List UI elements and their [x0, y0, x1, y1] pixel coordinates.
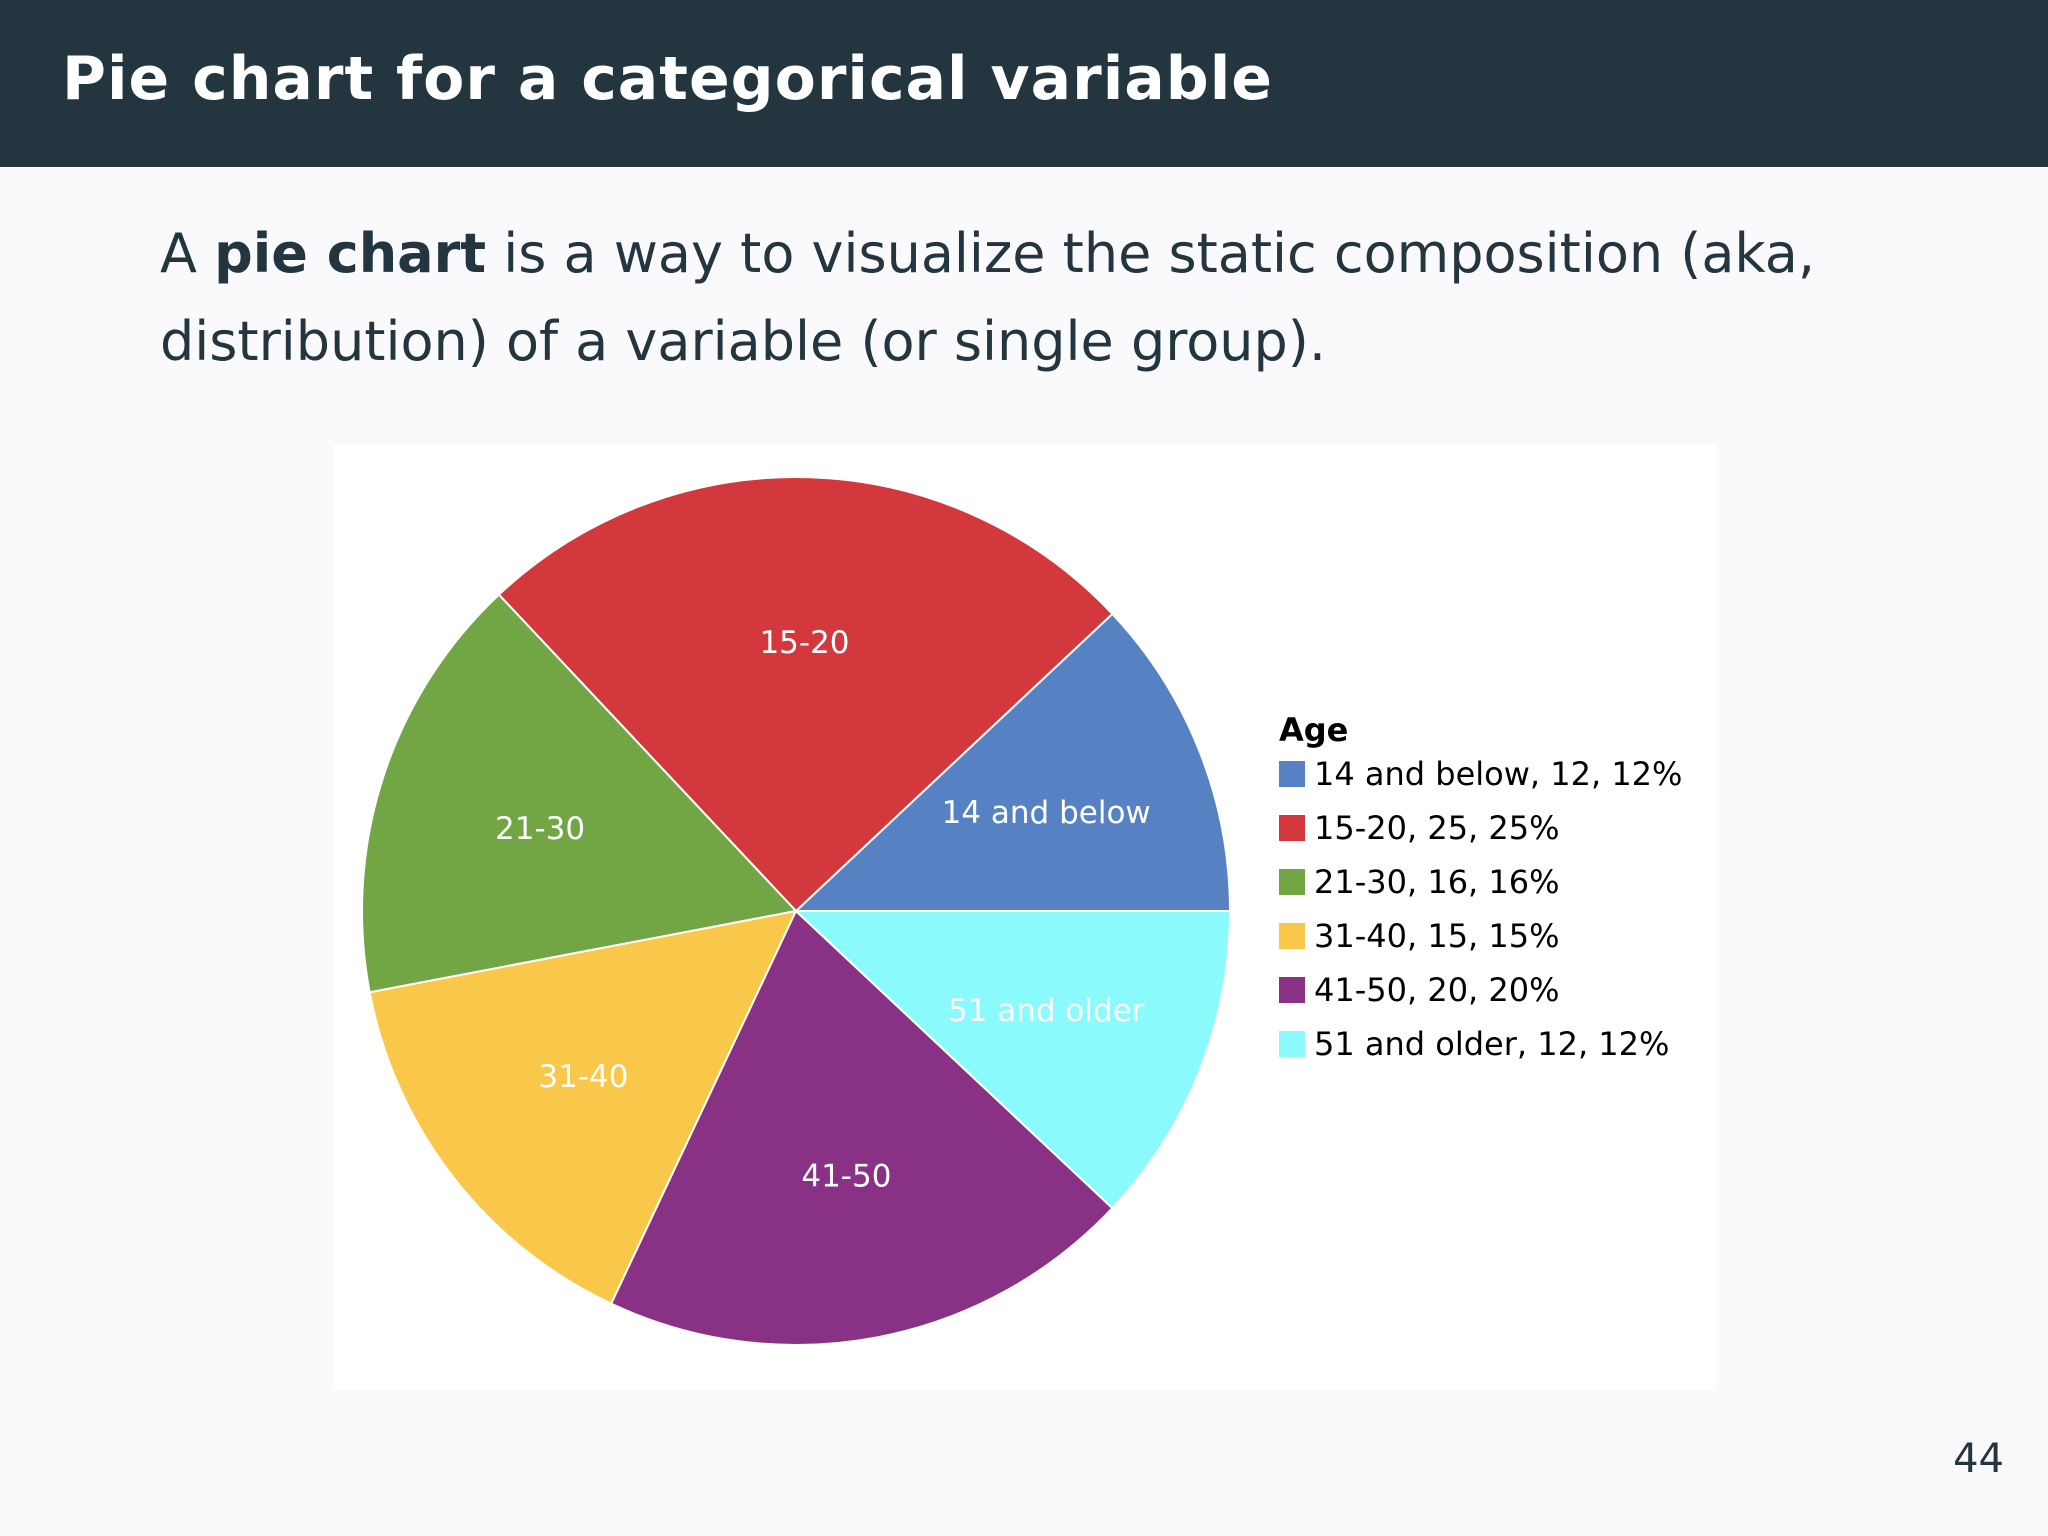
pie-slice-41-50 — [609, 909, 1114, 1346]
pie-slice-15-20 — [497, 476, 1114, 913]
body-text-end: is a way to visualize the static composi… — [160, 222, 1816, 373]
slice-label-14-and-below: 14 and below — [942, 795, 1151, 831]
title-bar: Pie chart for a categorical variable — [0, 0, 2048, 167]
legend-entry-31-40: 31-40, 15, 15% — [1314, 917, 1560, 955]
legend-swatch-21-30 — [1279, 869, 1305, 895]
slice-label-41-50: 41-50 — [801, 1158, 891, 1194]
legend-swatch-51-and-older — [1279, 1031, 1305, 1057]
legend-swatch-14-and-below — [1279, 761, 1305, 787]
legend-swatch-41-50 — [1279, 977, 1305, 1003]
pie-slice-31-40 — [368, 909, 798, 1306]
legend-entry-41-50: 41-50, 20, 20% — [1314, 971, 1560, 1009]
body-text-start: A — [160, 222, 215, 285]
pie-slice-21-30 — [361, 593, 798, 994]
body-text-strong: pie chart — [214, 222, 487, 285]
legend-entry-14-and-below: 14 and below, 12, 12% — [1314, 755, 1682, 793]
legend-swatch-15-20 — [1279, 815, 1305, 841]
slice-label-51-and-older: 51 and older — [948, 993, 1145, 1029]
slide-body-text: A pie chart is a way to visualize the st… — [160, 210, 1920, 386]
legend-title: Age — [1279, 711, 1348, 749]
slide-title: Pie chart for a categorical variable — [62, 44, 1273, 114]
legend-entry-51-and-older: 51 and older, 12, 12% — [1314, 1025, 1669, 1063]
pie-slice-51-and-older — [793, 910, 1232, 1210]
slice-label-31-40: 31-40 — [538, 1059, 628, 1095]
pie-chart: 14 and below 15-20 21-30 31-40 41-50 51 and o… — [361, 476, 1682, 1346]
slice-label-15-20: 15-20 — [759, 625, 849, 661]
page-number: 44 — [1953, 1436, 2004, 1482]
slice-label-21-30: 21-30 — [495, 811, 585, 847]
legend-entry-15-20: 15-20, 25, 25% — [1314, 809, 1560, 847]
legend-entry-21-30: 21-30, 16, 16% — [1314, 863, 1560, 901]
pie-slice-14-and-below — [793, 612, 1232, 912]
chart-panel: 14 and below 15-20 21-30 31-40 41-50 51 and o… — [333, 444, 1716, 1390]
legend-swatch-31-40 — [1279, 923, 1305, 949]
